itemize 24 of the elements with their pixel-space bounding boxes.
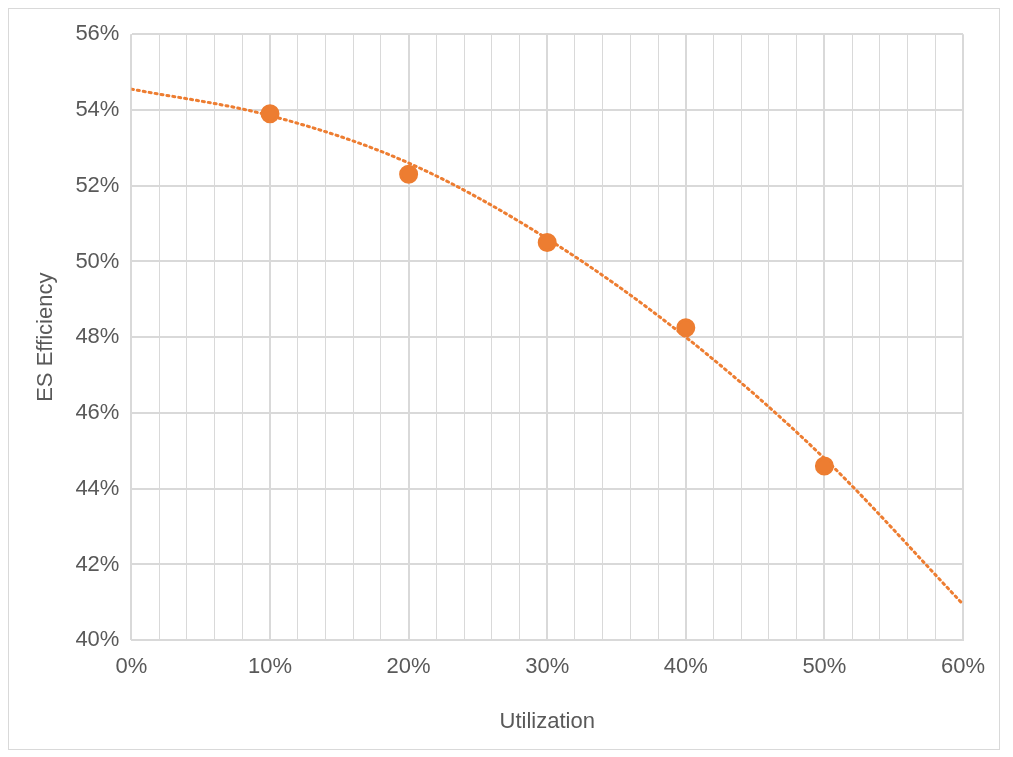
point	[537, 233, 557, 253]
y-tick-label: 44%	[75, 474, 120, 500]
x-tick-label: 0%	[115, 653, 148, 679]
point	[676, 318, 696, 338]
y-tick-label: 46%	[75, 399, 120, 425]
x-tick-label: 20%	[386, 653, 431, 679]
y-axis-title: ES Efficiency	[32, 272, 58, 402]
point	[399, 164, 419, 184]
x-axis-title: Utilization	[499, 707, 595, 733]
y-tick-label: 54%	[75, 96, 120, 122]
x-tick-label: 10%	[248, 653, 293, 679]
x-tick-label: 30%	[525, 653, 570, 679]
y-tick-label: 50%	[75, 247, 120, 273]
y-tick-label: 52%	[75, 171, 120, 197]
y-tick-label: 40%	[75, 626, 120, 652]
line-series	[131, 87, 963, 606]
y-tick-label: 42%	[75, 550, 120, 576]
y-tick-label: 56%	[75, 20, 120, 46]
point	[814, 456, 834, 476]
x-tick-label: 50%	[802, 653, 847, 679]
point	[260, 104, 280, 124]
x-tick-label: 40%	[663, 653, 708, 679]
y-tick-label: 48%	[75, 323, 120, 349]
x-tick-label: 60%	[940, 653, 986, 679]
